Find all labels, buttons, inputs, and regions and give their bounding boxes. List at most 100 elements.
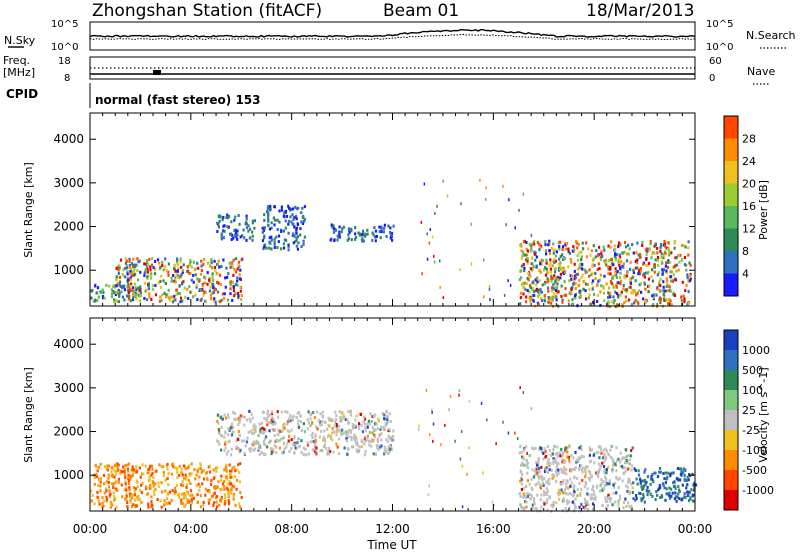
data-cell [253,219,256,223]
data-cell [607,244,610,248]
data-cell [354,435,357,439]
data-cell [123,288,127,292]
data-cell [179,257,182,261]
data-cell [282,442,285,446]
data-cell [114,481,117,485]
data-cell [349,431,352,435]
data-cell [676,467,679,470]
data-cell [537,457,540,461]
colorbar-frame [723,115,739,297]
data-cell [309,440,312,444]
data-cell [543,490,546,494]
data-cell [243,236,246,240]
data-cell [668,285,671,289]
data-cell [569,477,572,481]
data-cell [306,418,309,422]
data-cell [210,479,213,483]
nsky-tick-low: 10^0 [51,42,78,53]
colorbar-swatch [724,206,738,229]
data-cell [520,249,523,253]
data-cell [574,497,577,501]
data-cell [551,476,554,480]
colorbar-tick: -100 [742,444,767,457]
data-cell [133,498,136,502]
data-cell [520,276,523,280]
data-cell [652,295,656,299]
data-cell [363,417,367,421]
data-cell [625,455,628,459]
data-cell [373,427,376,431]
data-cell [625,448,628,452]
data-cell [126,272,129,276]
data-cell [627,479,630,483]
data-cell [219,487,222,491]
data-cell [573,269,576,273]
data-cell [679,253,682,257]
data-cell [336,234,339,238]
data-cell [126,467,130,471]
data-cell [273,434,276,438]
data-cell [466,472,468,476]
data-cell [97,484,100,487]
data-cell [627,501,630,505]
data-cell [389,231,392,234]
data-cell [196,468,199,472]
data-cell [598,278,601,282]
data-cell [167,273,170,277]
data-cell [224,440,227,444]
data-cell [336,424,339,428]
data-cell [296,247,299,251]
data-cell [248,227,252,231]
data-cell [190,498,193,502]
data-cell [299,233,302,237]
data-cell [227,225,230,229]
data-cell [572,485,575,489]
data-cell [678,478,681,482]
data-cell [362,420,365,424]
data-cell [231,425,235,429]
data-cell [575,460,578,464]
data-cell [223,229,226,233]
data-cell [645,258,648,261]
data-cell [623,274,626,278]
data-cell [667,248,671,252]
data-cell [292,232,295,236]
data-cell [621,456,625,460]
data-cell [263,213,266,217]
data-cell [668,251,671,255]
data-cell [249,449,252,453]
data-cell [121,286,124,290]
data-cell [222,224,225,228]
data-cell [549,267,552,271]
data-cell [130,262,133,266]
data-cell [238,471,241,474]
data-cell [571,493,574,497]
data-cell [348,229,351,233]
data-cell [252,448,255,452]
data-cell [119,285,122,288]
data-cell [112,491,115,495]
data-cell [222,236,225,240]
data-cell [522,463,525,467]
data-cell [680,298,683,302]
data-cell [355,449,358,453]
data-cell [183,476,186,480]
data-cell [523,448,526,452]
data-cell [619,497,622,501]
data-cell [226,275,229,279]
data-cell [297,419,300,423]
data-cell [234,231,237,235]
data-cell [174,280,177,284]
data-cell [139,291,142,295]
data-cell [198,475,201,479]
data-cell [543,447,546,451]
time-axis-label: Time UT [366,538,417,552]
data-cell [470,222,473,226]
data-cell [183,286,186,290]
data-cell [217,225,220,229]
data-cell [270,412,274,416]
data-cell [486,418,488,422]
data-cell [614,244,617,248]
data-cell [336,238,339,242]
data-cell [134,294,137,298]
